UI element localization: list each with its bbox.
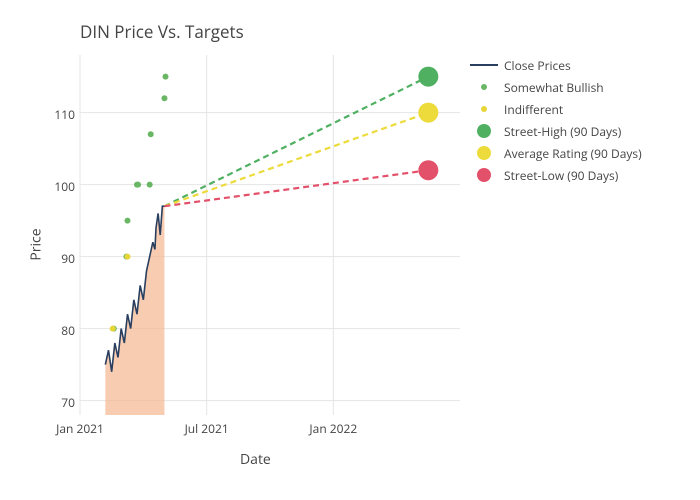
legend-dot-icon — [470, 84, 498, 90]
chart-container: DIN Price Vs. Targets Price Date 7080901… — [0, 0, 700, 500]
legend-label: Average Rating (90 Days) — [504, 145, 642, 162]
x-tick: Jan 2021 — [50, 420, 110, 437]
legend: Close Prices Somewhat Bullish Indifferent S… — [470, 55, 642, 187]
legend-label: Close Prices — [504, 57, 571, 74]
y-tick: 110 — [35, 106, 75, 123]
legend-dot-icon — [470, 146, 498, 160]
legend-label: Indifferent — [504, 101, 563, 118]
y-tick: 80 — [35, 322, 75, 339]
legend-item: Street-High (90 Days) — [470, 121, 642, 141]
plot-svg — [80, 55, 460, 415]
legend-dot-icon — [470, 124, 498, 138]
street-high-line — [164, 77, 428, 207]
bullish-dot — [147, 182, 153, 188]
street-high-marker — [418, 67, 438, 87]
y-tick: 90 — [35, 250, 75, 267]
indifferent-dot — [125, 254, 131, 260]
bullish-dot — [163, 74, 169, 80]
legend-item: Somewhat Bullish — [470, 77, 642, 97]
y-tick: 70 — [35, 394, 75, 411]
legend-item: Close Prices — [470, 55, 642, 75]
legend-item: Average Rating (90 Days) — [470, 143, 642, 163]
legend-line-swatch — [470, 64, 498, 66]
street-low-marker — [418, 160, 438, 180]
indifferent-dot — [110, 326, 116, 332]
y-tick: 100 — [35, 178, 75, 195]
plot-area — [80, 55, 460, 415]
bullish-dot — [125, 218, 131, 224]
bullish-dot — [161, 95, 167, 101]
legend-dot-icon — [470, 106, 498, 112]
bullish-dot — [148, 131, 154, 137]
legend-dot-icon — [470, 168, 498, 182]
chart-title: DIN Price Vs. Targets — [80, 20, 244, 43]
bullish-dot — [135, 182, 141, 188]
x-tick: Jan 2022 — [303, 420, 363, 437]
legend-item: Street-Low (90 Days) — [470, 165, 642, 185]
average-rating-line — [164, 113, 428, 207]
legend-label: Street-High (90 Days) — [504, 123, 621, 140]
street-low-line — [164, 170, 428, 206]
legend-item: Indifferent — [470, 99, 642, 119]
legend-label: Street-Low (90 Days) — [504, 167, 618, 184]
legend-label: Somewhat Bullish — [504, 79, 604, 96]
x-tick: Jul 2021 — [177, 420, 237, 437]
x-axis-label: Date — [240, 450, 271, 469]
average-rating-marker — [418, 103, 438, 123]
